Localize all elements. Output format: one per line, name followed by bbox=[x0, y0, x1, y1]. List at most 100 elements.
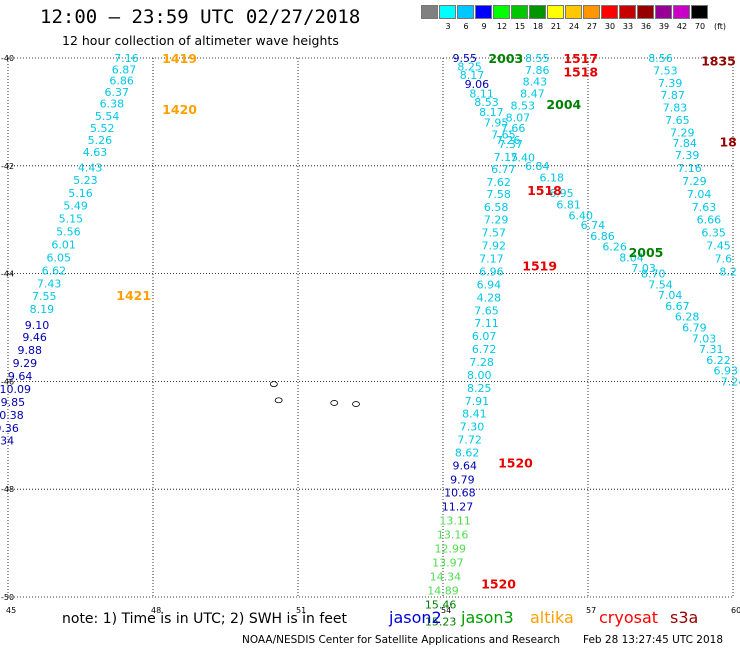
legend-bin-label: 12 bbox=[496, 22, 508, 31]
legend-bin-label: 42 bbox=[676, 22, 688, 31]
wave-height-value: 5.15 bbox=[59, 213, 84, 226]
legend-swatch bbox=[583, 5, 600, 19]
wave-height-value: 5.26 bbox=[88, 134, 113, 147]
wave-height-value: 8.04 bbox=[619, 251, 644, 264]
wave-height-value: 6.74 bbox=[581, 219, 606, 232]
pass-time-label: 1835 bbox=[701, 54, 736, 69]
legend-bin-label: 33 bbox=[622, 22, 634, 31]
wave-height-value: 8.25 bbox=[467, 382, 492, 395]
wave-height-value: 8.25 bbox=[457, 61, 482, 74]
legend-swatch bbox=[457, 5, 474, 19]
wave-height-value: 6.67 bbox=[665, 300, 690, 313]
wave-height-value: 7.57 bbox=[482, 227, 507, 240]
wave-height-value: 6.22 bbox=[706, 354, 731, 367]
wave-height-value: 12.99 bbox=[435, 542, 467, 555]
wave-height-value: 6.07 bbox=[472, 330, 497, 343]
wave-height-value: 8.55 bbox=[525, 52, 550, 65]
pass-time-label: 1520 bbox=[498, 455, 533, 470]
wave-height-value: 8.56 bbox=[648, 52, 673, 65]
lat-tick-label: -40 bbox=[1, 54, 14, 63]
lat-tick-label: -44 bbox=[1, 270, 14, 279]
wave-height-value: 7.58 bbox=[486, 188, 511, 201]
wave-height-value: 9.88 bbox=[18, 344, 43, 357]
wave-height-value: 7.11 bbox=[474, 317, 499, 330]
wave-height-value: 13.16 bbox=[437, 528, 469, 541]
legend-bin-label: 6 bbox=[463, 22, 469, 31]
island-outline bbox=[352, 401, 360, 407]
wave-height-value: 7.03 bbox=[631, 262, 656, 275]
wave-height-value: 14.89 bbox=[427, 585, 459, 598]
wave-height-value: 5.56 bbox=[56, 226, 81, 239]
wave-height-value: 7.15 bbox=[494, 151, 519, 164]
wave-height-value: 7.04 bbox=[658, 289, 683, 302]
wave-height-value: 6.96 bbox=[479, 265, 504, 278]
legend-swatch bbox=[565, 5, 582, 19]
generated-timestamp: Feb 28 13:27:45 UTC 2018 bbox=[583, 634, 723, 646]
wave-height-value: 8.70 bbox=[641, 268, 666, 281]
wave-height-value: 7.43 bbox=[37, 277, 62, 290]
wave-height-value: 15.46 bbox=[425, 599, 457, 612]
lon-tick-label: 51 bbox=[296, 606, 306, 615]
wave-height-value: 7.72 bbox=[457, 434, 482, 447]
wave-height-value: 10.36 bbox=[0, 422, 19, 435]
wave-height-value: 7.6 bbox=[715, 253, 733, 266]
wave-height-value: 9.55 bbox=[453, 52, 478, 65]
wave-height-value: 6.87 bbox=[112, 63, 137, 76]
wave-height-value: 4.28 bbox=[477, 291, 502, 304]
wave-height-value: 13.97 bbox=[432, 557, 464, 570]
satellite-s3a: s3a bbox=[670, 608, 699, 627]
island-outline bbox=[330, 400, 339, 406]
wave-height-value: 9.64 bbox=[8, 370, 33, 383]
legend-bin-label: 27 bbox=[586, 22, 598, 31]
legend-bin-label: 15 bbox=[514, 22, 526, 31]
legend-bin-label: 3 bbox=[445, 22, 451, 31]
wave-height-value: 5.49 bbox=[63, 200, 88, 213]
wave-height-value: 10.68 bbox=[444, 486, 476, 499]
credit-line: NOAA/NESDIS Center for Satellite Applica… bbox=[242, 634, 560, 646]
pass-time-label: 1520 bbox=[481, 577, 516, 592]
pass-time-label: 2004 bbox=[546, 97, 581, 112]
pass-time-label: 2005 bbox=[629, 245, 664, 260]
wave-height-value: 11.27 bbox=[442, 500, 474, 513]
wave-height-value: 6.28 bbox=[675, 311, 700, 324]
wave-height-value: 7.84 bbox=[672, 137, 697, 150]
legend-bin-label: 9 bbox=[481, 22, 487, 31]
wave-height-value: 7.65 bbox=[491, 129, 516, 142]
lon-tick-label: 60 bbox=[731, 606, 740, 615]
pass-time-label: 1518 bbox=[563, 64, 598, 79]
wave-height-value: 5.16 bbox=[68, 187, 93, 200]
wave-height-value: 8.2 bbox=[719, 265, 737, 278]
legend-bin-label: 21 bbox=[550, 22, 562, 31]
wave-height-value: 6.05 bbox=[47, 251, 72, 264]
wave-height-value: 7.40 bbox=[511, 152, 536, 165]
wave-height-value: 7.39 bbox=[675, 149, 700, 162]
wave-height-value: 6.93 bbox=[714, 365, 739, 378]
wave-height-value: 6.84 bbox=[525, 160, 550, 173]
wave-height-value: 4.43 bbox=[78, 161, 103, 174]
wave-height-value: 7.16 bbox=[677, 162, 702, 175]
wave-height-value: 7.30 bbox=[460, 421, 485, 434]
legend-swatch bbox=[619, 5, 636, 19]
legend-swatch bbox=[673, 5, 690, 19]
legend-bin-label: 36 bbox=[640, 22, 652, 31]
wave-height-value: 9.29 bbox=[13, 357, 38, 370]
wave-height-value: 8.17 bbox=[460, 69, 485, 82]
wave-height-value: 7.03 bbox=[692, 332, 717, 345]
pass-time-label: 1517 bbox=[563, 51, 598, 66]
lat-tick-label: -42 bbox=[1, 162, 14, 171]
wave-height-value: 6.86 bbox=[109, 75, 134, 88]
island-outline bbox=[274, 397, 283, 404]
legend-bin-label: 30 bbox=[604, 22, 616, 31]
footnote: note: 1) Time is in UTC; 2) SWH is in fe… bbox=[62, 611, 348, 627]
legend-swatch bbox=[421, 5, 438, 19]
wave-height-value: 7.16 bbox=[114, 52, 139, 65]
wave-height-value: 9.10 bbox=[25, 319, 50, 332]
legend-swatch bbox=[601, 5, 618, 19]
legend-swatch bbox=[511, 5, 528, 19]
wave-height-value: 9.85 bbox=[1, 396, 26, 409]
wave-height-value: 14.34 bbox=[430, 571, 462, 584]
legend-swatch bbox=[547, 5, 564, 19]
wave-height-value: 9.64 bbox=[453, 459, 478, 472]
wave-height-value: 7.17 bbox=[479, 253, 504, 266]
wave-height-value: 8.11 bbox=[469, 88, 494, 101]
